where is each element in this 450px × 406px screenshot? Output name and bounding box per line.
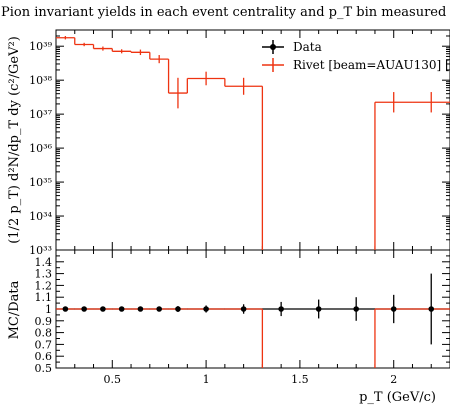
ratio-y-tick-label: 1 <box>45 303 52 316</box>
data-ratio-point <box>62 306 69 312</box>
ratio-y-tick-label: 0.7 <box>35 338 53 351</box>
ratio-y-tick-label: 1.4 <box>35 256 53 269</box>
data-ratio-point <box>390 306 397 312</box>
data-ratio-point <box>156 306 162 312</box>
ratio-y-tick-label: 0.5 <box>35 362 53 375</box>
y-axis-label-ratio: MC/Data <box>7 280 22 339</box>
data-ratio-point <box>81 306 87 312</box>
data-ratio-point <box>428 306 435 312</box>
data-ratio-point <box>240 306 247 312</box>
y-tick-label: 10³⁷ <box>29 108 52 121</box>
ratio-y-tick-label: 0.6 <box>35 350 53 363</box>
ratio-y-tick-label: 0.9 <box>35 315 53 328</box>
chart-title: Pion invariant yields in each event cent… <box>1 5 446 20</box>
x-tick-label: 1 <box>203 373 210 386</box>
y-axis-label-main: (1/2 p_T) d²N/dp_T dy (c²/GeV²) <box>7 36 22 244</box>
ratio-y-tick-label: 1.1 <box>35 291 53 304</box>
data-ratio-point <box>118 306 125 312</box>
ratio-plot: 0.50.60.70.80.911.11.21.31.40.5 1 1.5 2 <box>35 250 450 386</box>
y-tick-label: 10³⁹ <box>29 40 52 53</box>
legend: Data Rivet [beam=AUAU130] [c <box>262 40 450 72</box>
x-tick-label: 2 <box>390 373 397 386</box>
data-ratio-point <box>353 306 359 312</box>
data-ratio-point <box>203 306 209 312</box>
x-tick-label: 0.5 <box>104 373 122 386</box>
main-plot: 10³³ 10³⁴ 10³⁵ 10³⁶ 10³⁷ 10³⁸ 10³⁹ <box>29 29 450 257</box>
x-axis-label: p_T (GeV/c) <box>359 390 436 405</box>
data-ratio-point <box>100 306 106 312</box>
y-tick-label: 10³⁶ <box>29 142 52 155</box>
y-tick-label: 10³⁸ <box>29 74 52 87</box>
ratio-y-tick-label: 1.3 <box>35 268 53 281</box>
ratio-y-tick-label: 0.8 <box>35 327 53 340</box>
y-tick-label: 10³³ <box>29 244 52 257</box>
y-tick-label: 10³⁵ <box>29 176 52 189</box>
legend-data-marker <box>270 44 276 50</box>
data-ratio-point <box>175 306 181 312</box>
ratio-y-tick-label: 1.2 <box>35 279 53 292</box>
y-tick-label: 10³⁴ <box>29 210 52 223</box>
data-ratio-point <box>315 306 322 312</box>
legend-data-label: Data <box>293 40 322 54</box>
x-tick-label: 1.5 <box>291 373 309 386</box>
data-ratio-point <box>278 306 284 312</box>
data-ratio-point <box>137 306 144 312</box>
legend-rivet-label: Rivet [beam=AUAU130] [c <box>293 58 450 72</box>
